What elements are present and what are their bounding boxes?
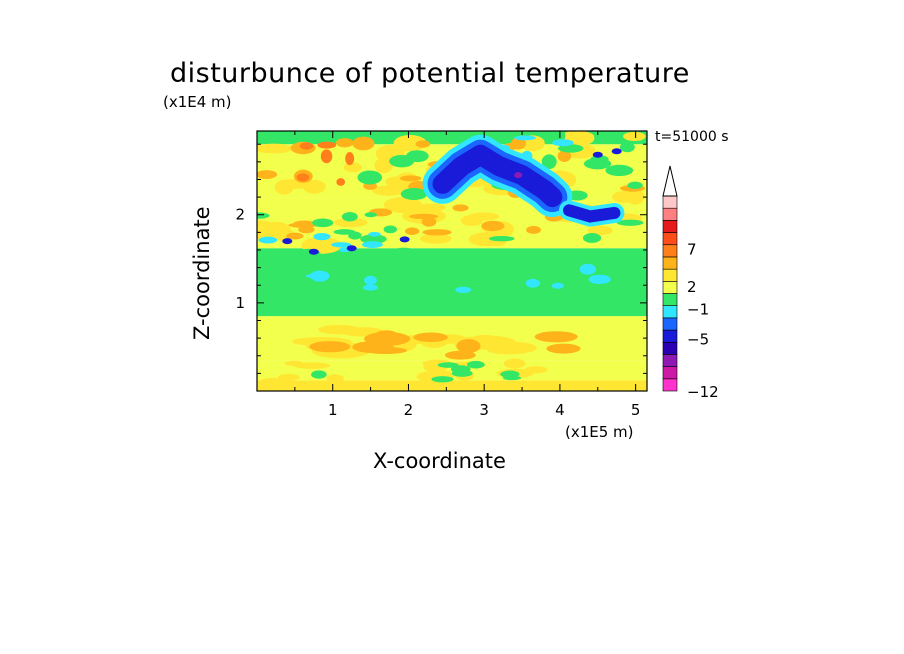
colorbar-level [662,305,678,319]
x-axis-unit: (x1E5 m) [565,423,634,441]
colorbar-level [662,293,678,306]
colorbar: 7 2 −1 −5 −12 [662,165,719,401]
colorbar-label: −1 [687,301,709,319]
chart-title: disturbunce of potential temperature [170,58,690,89]
colorbar-level [662,354,678,367]
time-label: t=51000 s [655,129,729,145]
x-tick-label: 5 [631,401,641,419]
colorbar-label: −5 [687,331,709,349]
x-tick-label: 1 [328,401,338,419]
plot-frame [256,130,648,392]
axes: 1 2 3 4 5 1 2 [235,131,647,419]
colorbar-level [662,329,678,343]
colorbar-level [662,244,678,258]
colorbar-level [662,341,678,355]
colorbar-level [662,378,678,392]
colorbar-level [662,220,678,233]
x-tick-label: 2 [404,401,414,419]
x-tick-label: 4 [555,401,565,419]
colorbar-label: −12 [687,383,719,401]
colorbar-level [662,268,678,282]
colorbar-level [662,281,678,294]
x-axis-label: X-coordinate [373,449,506,473]
colorbar-level [662,207,678,221]
colorbar-level [662,317,678,331]
y-tick-label: 1 [235,294,245,312]
x-tick-label: 3 [479,401,489,419]
y-axis-unit: (x1E4 m) [163,93,232,111]
contour-fill [257,131,647,391]
colorbar-label: 7 [687,241,697,259]
colorbar-level [662,256,678,270]
colorbar-level [662,366,678,380]
y-tick-label: 2 [235,206,245,224]
colorbar-level [662,195,678,209]
colorbar-level [662,232,678,246]
colorbar-extend-arrow [662,165,678,197]
colorbar-label: 2 [687,278,697,296]
